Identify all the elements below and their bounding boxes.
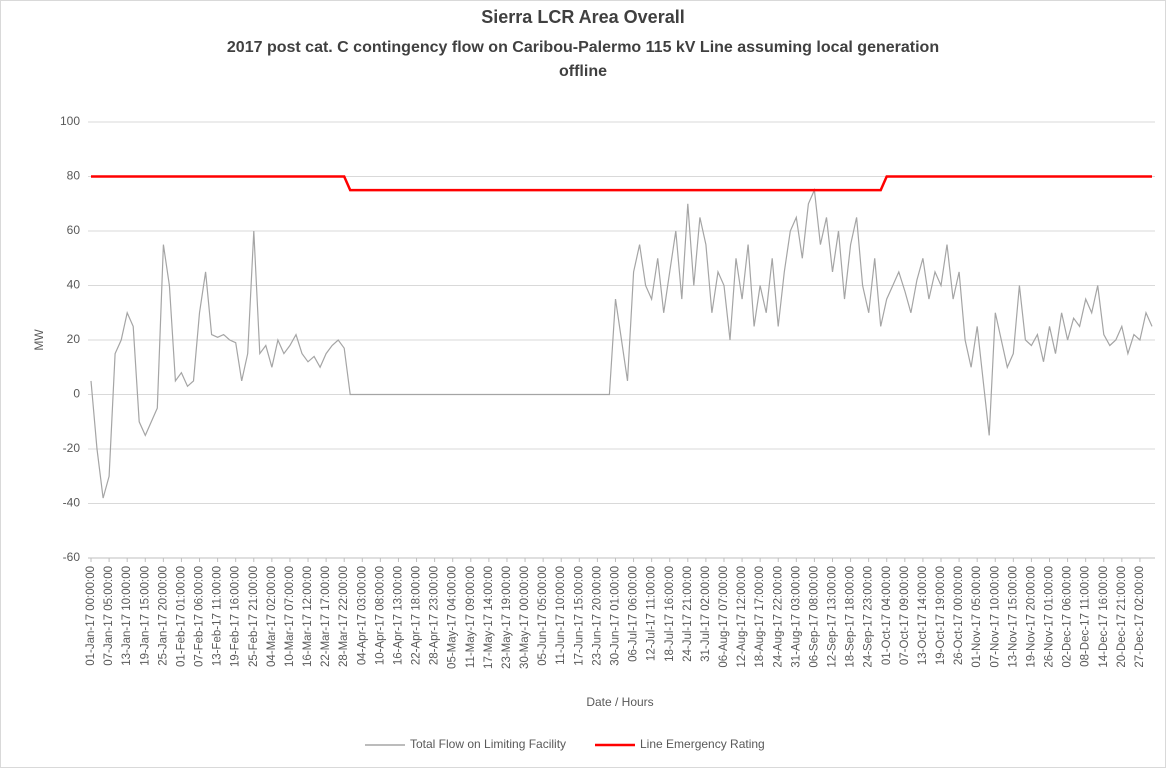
x-tick-label: 19-Oct-17 19:00:00 (935, 566, 947, 665)
x-tick-label: 01-Oct-17 04:00:00 (881, 566, 893, 665)
x-tick-label: 24-Aug-17 22:00:00 (772, 566, 784, 668)
x-tick-label: 01-Feb-17 01:00:00 (175, 566, 187, 667)
x-tick-label: 19-Nov-17 20:00:00 (1025, 566, 1037, 668)
x-tick-label: 07-Oct-17 09:00:00 (899, 566, 911, 665)
x-tick-label: 22-Apr-17 18:00:00 (411, 566, 423, 665)
x-tick-label: 28-Apr-17 23:00:00 (429, 566, 441, 665)
x-tick-label: 31-Aug-17 03:00:00 (790, 566, 802, 668)
x-tick-label: 13-Jan-17 10:00:00 (121, 566, 133, 666)
x-tick-label: 28-Mar-17 22:00:00 (338, 566, 350, 667)
x-tick-label: 19-Feb-17 16:00:00 (230, 566, 242, 667)
x-tick-label: 13-Feb-17 11:00:00 (212, 566, 224, 666)
x-tick-label: 12-Sep-17 13:00:00 (827, 566, 839, 668)
x-tick-label: 10-Mar-17 07:00:00 (284, 566, 296, 667)
y-tick-label: -40 (63, 496, 81, 510)
x-tick-label: 26-Oct-17 00:00:00 (953, 566, 965, 665)
x-tick-label: 19-Jan-17 15:00:00 (139, 566, 151, 666)
x-tick-label: 17-Jun-17 15:00:00 (573, 566, 585, 666)
chart-title: Sierra LCR Area Overall (481, 7, 684, 27)
y-tick-label: -60 (63, 550, 81, 564)
x-tick-label: 06-Aug-17 07:00:00 (718, 566, 730, 668)
x-tick-label: 22-Mar-17 17:00:00 (320, 566, 332, 667)
x-tick-label: 31-Jul-17 02:00:00 (700, 566, 712, 662)
y-tick-label: 60 (67, 223, 81, 237)
x-tick-label: 16-Mar-17 12:00:00 (302, 566, 314, 667)
x-tick-label: 23-May-17 19:00:00 (501, 566, 513, 669)
x-tick-label: 17-May-17 14:00:00 (483, 566, 495, 669)
x-tick-label: 11-May-17 09:00:00 (465, 566, 477, 668)
y-tick-label: 40 (67, 278, 81, 292)
x-tick-label: 01-Jan-17 00:00:00 (85, 566, 97, 666)
legend-label: Line Emergency Rating (640, 737, 765, 751)
x-tick-label: 07-Nov-17 10:00:00 (989, 566, 1001, 668)
chart-subtitle: offline (559, 63, 607, 80)
x-tick-label: 23-Jun-17 20:00:00 (591, 566, 603, 666)
line-series (90, 187, 1153, 499)
x-tick-label: 12-Aug-17 12:00:00 (736, 566, 748, 668)
x-axis-title: Date / Hours (586, 695, 653, 709)
x-tick-label: 30-May-17 00:00:00 (519, 566, 531, 669)
x-tick-label: 01-Nov-17 05:00:00 (971, 566, 983, 668)
x-tick-label: 26-Nov-17 01:00:00 (1044, 566, 1056, 668)
y-tick-label: -20 (63, 441, 81, 455)
x-tick-label: 12-Jul-17 11:00:00 (646, 566, 658, 661)
x-tick-label: 13-Oct-17 14:00:00 (917, 566, 929, 665)
chart-subtitle: 2017 post cat. C contingency flow on Car… (227, 39, 939, 56)
x-tick-label: 04-Apr-17 03:00:00 (356, 566, 368, 665)
x-tick-label: 30-Jun-17 01:00:00 (610, 566, 622, 666)
x-tick-label: 13-Nov-17 15:00:00 (1007, 566, 1019, 668)
legend-label: Total Flow on Limiting Facility (410, 737, 566, 751)
x-tick-label: 20-Dec-17 21:00:00 (1116, 566, 1128, 668)
x-tick-label: 07-Jan-17 05:00:00 (103, 566, 115, 666)
x-tick-label: 06-Sep-17 08:00:00 (808, 566, 820, 668)
x-tick-label: 05-May-17 04:00:00 (447, 566, 459, 669)
x-tick-label: 06-Jul-17 06:00:00 (628, 566, 640, 662)
x-tick-label: 24-Sep-17 23:00:00 (863, 566, 875, 668)
x-tick-label: 18-Aug-17 17:00:00 (754, 566, 766, 668)
x-tick-label: 16-Apr-17 13:00:00 (392, 566, 404, 665)
line-series (91, 175, 1152, 192)
y-axis-title: MW (32, 329, 46, 351)
x-tick-label: 24-Jul-17 21:00:00 (682, 566, 694, 662)
x-tick-label: 18-Sep-17 18:00:00 (845, 566, 857, 668)
y-tick-label: 0 (73, 387, 80, 401)
x-tick-label: 18-Jul-17 16:00:00 (664, 566, 676, 662)
x-tick-label: 10-Apr-17 08:00:00 (374, 566, 386, 665)
x-tick-label: 08-Dec-17 11:00:00 (1080, 566, 1092, 667)
x-tick-label: 04-Mar-17 02:00:00 (266, 566, 278, 667)
y-tick-label: 20 (67, 332, 81, 346)
x-tick-label: 07-Feb-17 06:00:00 (194, 566, 206, 667)
x-tick-label: 02-Dec-17 06:00:00 (1062, 566, 1074, 668)
x-tick-label: 11-Jun-17 10:00:00 (555, 566, 567, 665)
y-tick-label: 100 (60, 114, 80, 128)
x-tick-label: 27-Dec-17 02:00:00 (1134, 566, 1146, 668)
x-tick-label: 05-Jun-17 05:00:00 (537, 566, 549, 666)
x-tick-label: 25-Feb-17 21:00:00 (248, 566, 260, 667)
y-tick-label: 80 (67, 169, 81, 183)
x-tick-label: 14-Dec-17 16:00:00 (1098, 566, 1110, 668)
x-tick-label: 25-Jan-17 20:00:00 (157, 566, 169, 666)
